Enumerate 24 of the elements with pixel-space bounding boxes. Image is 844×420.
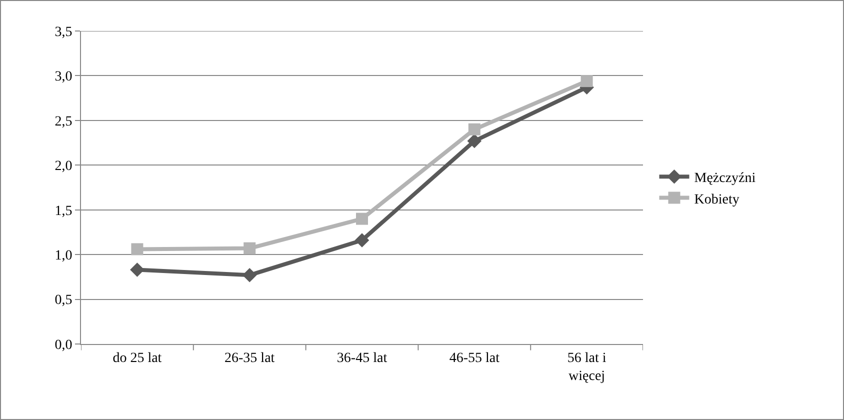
x-tick-label: 36-45 lat (336, 350, 388, 366)
legend-label: Kobiety (694, 192, 740, 208)
point (244, 242, 256, 254)
x-tick-label: 46-55 lat (449, 350, 500, 366)
y-tick-label: 3,5 (54, 24, 72, 40)
point (242, 268, 257, 282)
point (580, 75, 593, 88)
x-tick-label: do 25 lat (112, 350, 162, 366)
legend-label: Mężczyźni (694, 171, 756, 186)
point (131, 243, 144, 256)
point (356, 212, 368, 225)
point (467, 134, 482, 148)
x-tick-label: 56 lat i więcej (567, 350, 606, 384)
y-tick-label: 1,5 (54, 204, 72, 219)
y-tick-label: 0,0 (54, 338, 72, 353)
y-tick-label: 3,0 (54, 70, 72, 85)
point (354, 233, 370, 248)
y-tick-label: 1,0 (54, 248, 72, 264)
point (468, 123, 480, 136)
y-tick-label: 2,5 (54, 114, 72, 130)
y-tick-label: 2,0 (54, 159, 72, 174)
y-tick-label: 0,5 (54, 293, 72, 308)
x-tick-label: 26-35 lat (224, 350, 275, 366)
point (130, 262, 144, 277)
